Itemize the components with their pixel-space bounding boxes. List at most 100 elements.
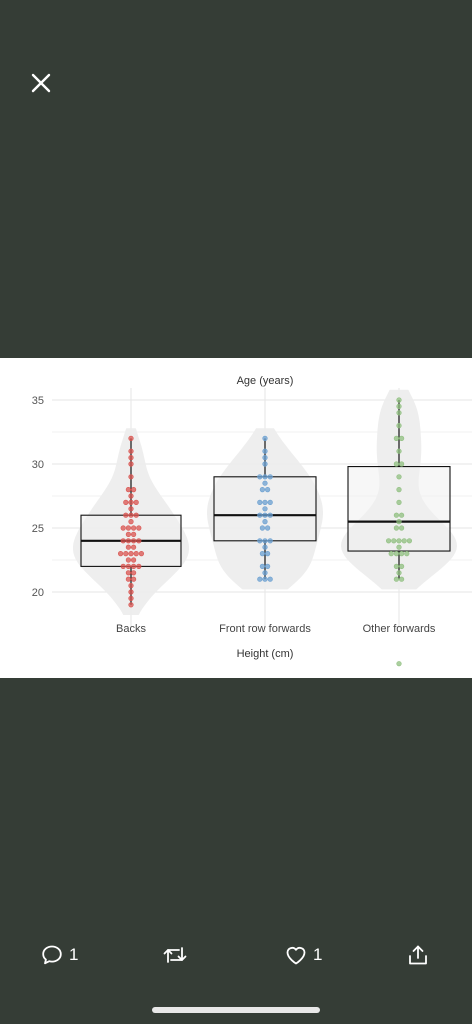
data-point — [136, 563, 142, 569]
point-layer — [117, 397, 413, 667]
data-point — [131, 576, 137, 582]
data-point — [131, 538, 137, 544]
data-point — [396, 519, 402, 525]
media-image: 20 25 30 35 Age (years) Height (cm) Backs Fr… — [0, 358, 472, 678]
data-point — [391, 538, 397, 544]
data-point — [267, 538, 273, 544]
data-point — [406, 538, 413, 544]
data-point — [257, 576, 263, 582]
data-point — [396, 403, 402, 410]
data-point — [265, 563, 271, 569]
data-point — [396, 397, 402, 403]
category-labels: Backs Front row forwards Other forwards — [116, 623, 436, 635]
data-point — [399, 525, 405, 531]
reply-count: 1 — [69, 945, 79, 964]
data-point — [396, 487, 402, 493]
data-point — [125, 544, 131, 550]
data-point — [128, 519, 134, 525]
data-point — [262, 538, 268, 544]
reply-button[interactable]: 1 — [40, 938, 78, 972]
data-point — [125, 531, 131, 537]
data-point — [262, 544, 268, 550]
data-point — [131, 544, 137, 550]
box — [347, 466, 451, 552]
category-label: Backs — [116, 623, 146, 635]
like-button[interactable]: 1 — [284, 938, 322, 972]
data-point — [396, 538, 402, 544]
data-point — [393, 576, 400, 582]
repost-button[interactable] — [162, 938, 188, 972]
data-point — [393, 563, 400, 569]
data-point — [133, 551, 139, 557]
data-point — [120, 563, 126, 569]
data-point — [399, 563, 405, 569]
data-point — [128, 461, 134, 467]
data-point — [131, 531, 137, 537]
data-point — [257, 538, 263, 544]
data-point — [138, 551, 144, 557]
data-point — [136, 525, 142, 531]
data-point — [393, 435, 400, 441]
data-point — [128, 602, 134, 608]
action-bar: 1 1 — [0, 938, 472, 972]
y-tick-labels: 20 25 30 35 — [32, 395, 44, 599]
data-point — [396, 422, 402, 429]
category-label: Front row forwards — [219, 623, 311, 635]
repost-icon — [163, 947, 187, 963]
data-point — [262, 570, 268, 576]
speech-bubble-icon — [42, 945, 62, 965]
data-point — [262, 499, 268, 505]
x-axis-label: Height (cm) — [237, 648, 294, 660]
data-point — [131, 570, 137, 576]
data-point — [262, 519, 268, 525]
like-count: 1 — [313, 945, 323, 964]
data-point — [120, 525, 126, 531]
data-point — [388, 551, 394, 557]
y-tick-label: 30 — [32, 459, 44, 471]
data-point — [396, 661, 402, 667]
data-point — [128, 512, 134, 518]
data-point — [120, 538, 126, 544]
data-point — [131, 557, 137, 563]
data-point — [262, 461, 268, 467]
data-point — [257, 512, 263, 518]
data-point — [128, 493, 134, 499]
data-point — [399, 576, 405, 582]
data-point — [393, 551, 400, 557]
data-point — [259, 487, 266, 493]
data-point — [257, 474, 263, 480]
chart-title: Age (years) — [237, 375, 294, 387]
data-point — [267, 512, 273, 518]
data-point — [396, 544, 402, 550]
data-point — [386, 538, 392, 544]
data-point — [262, 506, 268, 512]
home-indicator[interactable] — [152, 1007, 320, 1013]
data-point — [136, 538, 142, 544]
data-point — [257, 499, 263, 505]
y-tick-label: 20 — [32, 587, 44, 599]
data-point — [125, 525, 131, 531]
close-button[interactable] — [26, 68, 56, 98]
data-point — [259, 563, 266, 569]
data-point — [128, 499, 134, 505]
data-point — [401, 538, 407, 544]
data-point — [128, 589, 134, 595]
data-point — [262, 576, 268, 582]
data-point — [396, 499, 402, 505]
data-point — [128, 454, 134, 461]
data-point — [399, 461, 405, 467]
data-point — [399, 551, 405, 557]
data-point — [262, 474, 268, 480]
data-point — [262, 480, 268, 486]
heart-icon — [286, 947, 306, 965]
data-point — [125, 563, 131, 569]
data-point — [259, 525, 266, 531]
share-button[interactable] — [406, 938, 430, 972]
data-point — [396, 474, 402, 480]
box-swarm-chart: 20 25 30 35 Age (years) Height (cm) Backs Fr… — [32, 375, 472, 667]
data-point — [393, 525, 400, 531]
data-point — [117, 551, 124, 557]
data-point — [267, 474, 273, 480]
data-point — [396, 410, 402, 416]
data-point — [123, 512, 129, 518]
